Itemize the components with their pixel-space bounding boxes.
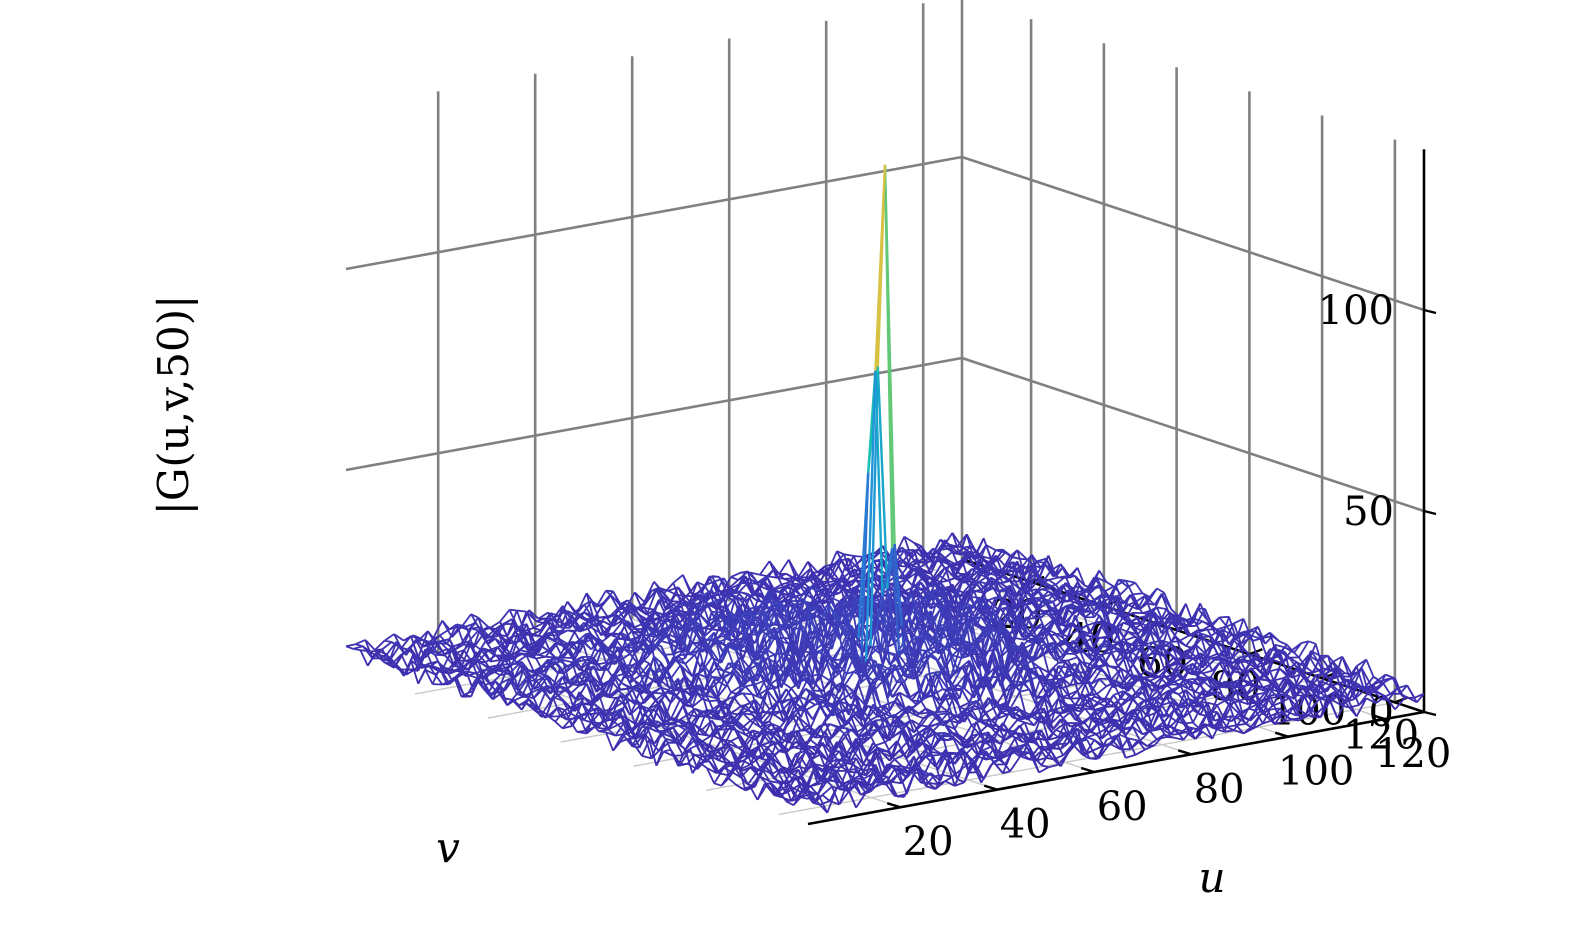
z-tick-label: 100 xyxy=(1318,288,1394,334)
mesh-segment xyxy=(1049,611,1059,612)
mesh-segment xyxy=(1352,687,1362,688)
mesh-segment xyxy=(972,617,982,618)
mesh-segment xyxy=(382,642,392,649)
x-tick xyxy=(1081,768,1094,772)
mesh-segment xyxy=(760,561,770,575)
x-tick-label: 120 xyxy=(1375,731,1451,777)
x-tick xyxy=(1178,750,1191,754)
mesh-segment xyxy=(1133,593,1143,594)
mesh-segment xyxy=(842,603,852,604)
mesh-segment xyxy=(440,629,450,635)
x-tick xyxy=(984,786,997,790)
mesh-segment xyxy=(996,570,1006,571)
mesh-segment xyxy=(1280,642,1287,645)
mesh-segment xyxy=(546,657,553,658)
mesh-segment xyxy=(741,592,748,594)
mesh-segment xyxy=(1157,589,1164,593)
mesh-segment xyxy=(712,612,722,613)
mesh-segment xyxy=(356,640,366,644)
mesh-segment xyxy=(673,575,683,583)
mesh-segment xyxy=(430,642,440,643)
mesh-segment xyxy=(346,646,353,649)
mesh-segment xyxy=(385,634,395,641)
mesh-segment xyxy=(683,575,690,592)
z-tick xyxy=(1424,310,1436,313)
mesh-segment xyxy=(1198,630,1208,631)
mesh-segment xyxy=(904,550,914,551)
z-tick-label: 50 xyxy=(1343,489,1394,535)
mesh-segment xyxy=(1292,686,1302,687)
z-tick xyxy=(1424,511,1436,514)
mesh-segment xyxy=(1366,660,1373,677)
mesh-segment xyxy=(1220,617,1230,618)
mesh-segment xyxy=(832,646,842,661)
surface-mesh xyxy=(346,165,1424,813)
mesh-segment xyxy=(1407,685,1414,697)
mesh-segment xyxy=(844,554,854,556)
mesh-segment xyxy=(1099,646,1109,647)
mesh-segment xyxy=(1220,617,1227,626)
mesh-segment xyxy=(673,583,680,602)
axes: 0501002040608010012020406080100120 xyxy=(808,149,1451,865)
x-tick-label: 60 xyxy=(1097,784,1148,830)
z-tick xyxy=(1424,712,1436,715)
mesh-segment xyxy=(731,573,741,577)
mesh-segment xyxy=(1270,649,1277,650)
x-tick-label: 100 xyxy=(1278,749,1354,795)
mesh-segment xyxy=(635,608,645,609)
mesh-segment xyxy=(996,667,1003,668)
mesh-segment xyxy=(536,657,546,659)
mesh-segment xyxy=(731,577,738,580)
mesh-segment xyxy=(1121,587,1128,594)
mesh-segment xyxy=(1244,635,1251,636)
mesh-segment xyxy=(1135,583,1142,594)
mesh-segment xyxy=(1138,657,1148,658)
mesh-segment xyxy=(1121,650,1131,651)
mesh-segment xyxy=(471,629,478,631)
mesh-segment xyxy=(1080,635,1090,636)
mesh-segment xyxy=(1058,643,1068,644)
mesh-segment xyxy=(353,649,360,650)
mesh-segment xyxy=(1309,641,1316,644)
mesh-segment xyxy=(1097,686,1107,694)
mesh-segment xyxy=(1087,605,1097,606)
mesh-segment xyxy=(517,611,527,612)
mesh-segment xyxy=(1049,578,1059,580)
mesh-segment xyxy=(779,560,789,575)
mesh-segment xyxy=(1106,582,1113,586)
mesh-segment xyxy=(510,610,517,611)
x-tick xyxy=(887,803,900,807)
mesh-segment xyxy=(1066,576,1076,577)
mesh-segment xyxy=(969,597,979,598)
mesh-segment xyxy=(854,556,864,557)
mesh-segment xyxy=(1386,675,1393,678)
mesh-segment xyxy=(885,165,892,548)
x-tick-label: 40 xyxy=(1000,802,1051,848)
mesh-segment xyxy=(875,165,885,371)
x-tick-label: 80 xyxy=(1194,766,1245,812)
mesh-segment xyxy=(382,656,389,657)
mesh-segment xyxy=(916,637,926,638)
x-tick-label: 20 xyxy=(903,819,954,865)
mesh-segment xyxy=(500,610,510,622)
mesh-segment xyxy=(1049,580,1056,585)
